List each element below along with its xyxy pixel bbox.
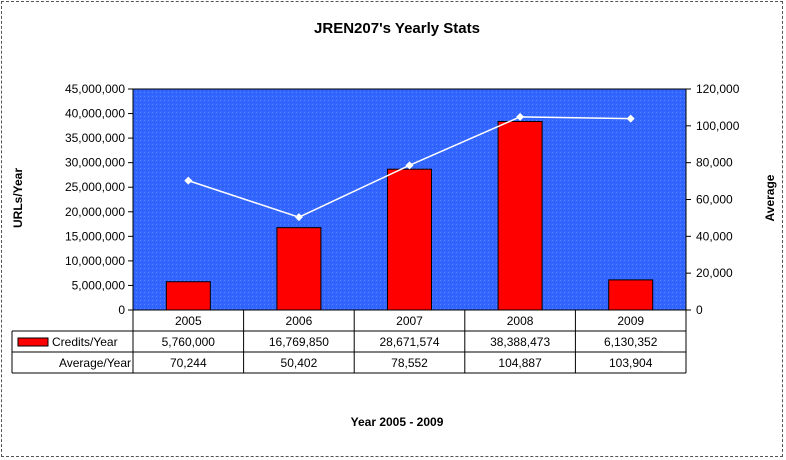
y2-axis-title: Average [763,174,777,221]
x-category-label: 2006 [286,314,313,328]
y2-tick-label: 100,000 [696,119,740,133]
chart-title: JREN207's Yearly Stats [314,20,480,37]
y2-tick-label: 80,000 [696,156,733,170]
x-category-label: 2009 [617,314,644,328]
legend-swatch-credits [17,337,49,347]
y-tick-label: 35,000,000 [65,131,125,145]
average-value: 104,887 [498,356,542,370]
y-tick-label: 40,000,000 [65,107,125,121]
credits-value: 5,760,000 [162,335,216,349]
bar-2006 [276,227,322,311]
y2-tick-label: 20,000 [696,266,733,280]
average-value: 103,904 [609,356,653,370]
credits-value: 6,130,352 [604,335,658,349]
y-tick-label: 15,000,000 [65,229,125,243]
y-tick-label: 5,000,000 [72,278,126,292]
y-tick-label: 25,000,000 [65,180,125,194]
x-category-label: 2005 [175,314,202,328]
y-tick-label: 20,000,000 [65,205,125,219]
legend-label-average: Average/Year [59,356,131,370]
credits-value: 38,388,473 [490,335,550,349]
y-tick-label: 30,000,000 [65,156,125,170]
average-value: 70,244 [170,356,207,370]
bar-2007 [387,168,432,311]
average-marker-2006 [294,213,303,222]
credits-value: 28,671,574 [379,335,439,349]
bar-2009 [608,279,654,311]
x-category-label: 2007 [396,314,423,328]
x-axis-title: Year 2005 - 2009 [351,415,444,429]
y-tick-label: 45,000,000 [65,82,125,96]
average-marker-2008 [516,112,525,121]
credits-value: 16,769,850 [269,335,329,349]
average-value: 50,402 [281,356,318,370]
average-value: 78,552 [391,356,428,370]
y2-tick-label: 0 [696,303,703,317]
y-tick-label: 10,000,000 [65,254,125,268]
y2-tick-label: 120,000 [696,82,740,96]
bar-2005 [165,281,211,311]
y2-tick-label: 40,000 [696,229,733,243]
y2-tick-label: 60,000 [696,193,733,207]
average-marker-2005 [184,176,193,185]
y-axis-title: URLs/Year [11,168,25,228]
average-marker-2007 [405,161,414,170]
x-category-label: 2008 [507,314,534,328]
bar-2008 [497,120,543,311]
average-marker-2009 [626,114,635,123]
legend-label-credits: Credits/Year [52,335,118,349]
y-tick-label: 0 [118,303,125,317]
